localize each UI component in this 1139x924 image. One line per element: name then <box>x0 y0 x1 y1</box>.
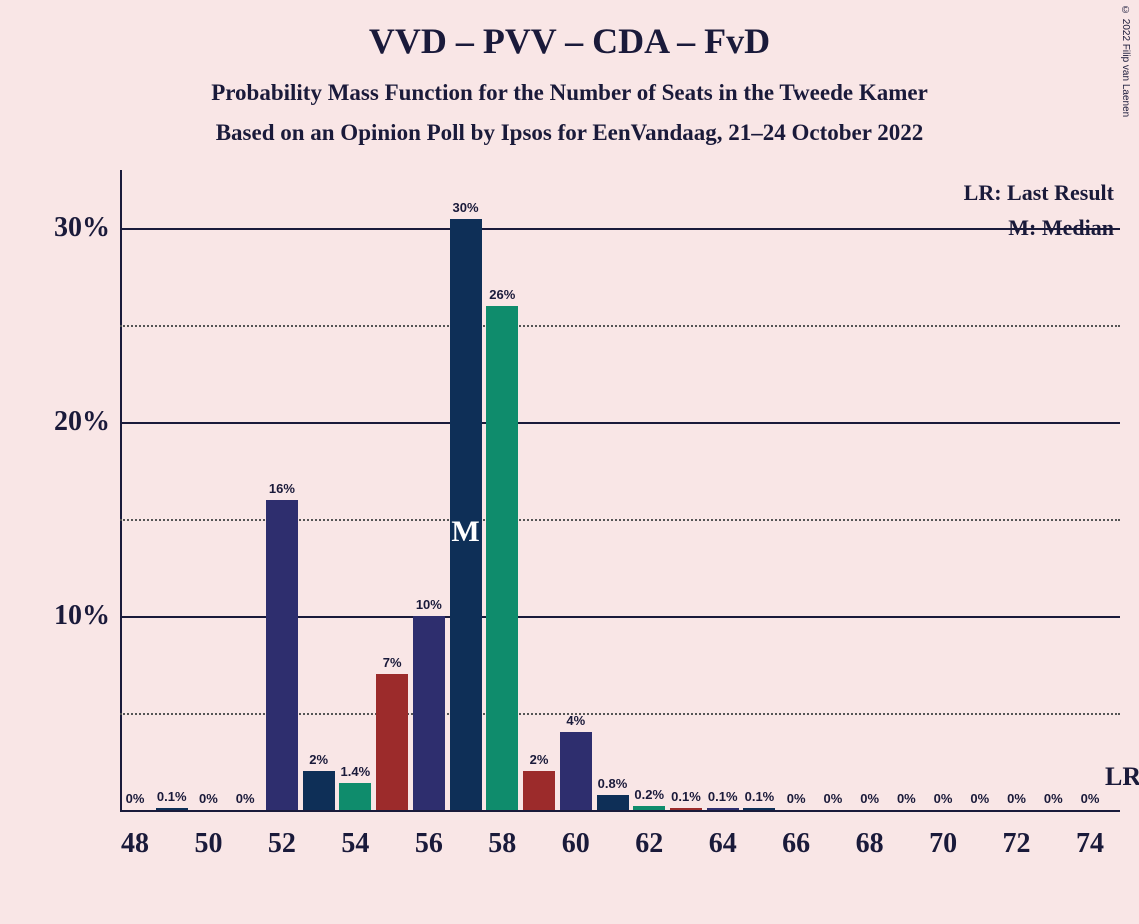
bar-value-label: 7% <box>383 655 402 670</box>
bar-value-label: 0.1% <box>671 789 701 804</box>
bar-value-label: 0.2% <box>634 787 664 802</box>
bar-value-label: 1.4% <box>341 764 371 779</box>
bar-value-label: 0% <box>1044 791 1063 806</box>
bars-container: 0% 0.1% 0% 0% 16% 2% 1.4% 7% 10% 30% M 26% 2% 4% 0.8% 0… <box>120 170 1120 810</box>
bar <box>486 306 518 810</box>
bar-value-label: 26% <box>489 287 515 302</box>
lr-marker: LR <box>1105 762 1139 792</box>
x-tick-label: 54 <box>341 828 369 860</box>
bar <box>413 616 445 810</box>
bar-value-label: 0% <box>787 791 806 806</box>
y-tick-label: 20% <box>54 406 110 438</box>
bar-value-label: 0% <box>126 791 145 806</box>
x-tick-label: 58 <box>488 828 516 860</box>
bar-value-label: 0% <box>199 791 218 806</box>
x-tick-label: 68 <box>856 828 884 860</box>
bar-value-label: 4% <box>566 713 585 728</box>
x-tick-label: 64 <box>709 828 737 860</box>
x-tick-label: 60 <box>562 828 590 860</box>
bar-value-label: 0% <box>823 791 842 806</box>
bar <box>523 771 555 810</box>
bar-value-label: 0.1% <box>745 789 775 804</box>
bar-value-label: 30% <box>453 200 479 215</box>
bar-value-label: 0% <box>1081 791 1100 806</box>
bar-value-label: 0% <box>897 791 916 806</box>
x-tick-label: 66 <box>782 828 810 860</box>
copyright-text: © 2022 Filip van Laenen <box>1120 5 1131 117</box>
bar-value-label: 0% <box>236 791 255 806</box>
bar <box>339 783 371 810</box>
bar-value-label: 2% <box>530 752 549 767</box>
x-tick-label: 50 <box>194 828 222 860</box>
chart-subtitle-2: Based on an Opinion Poll by Ipsos for Ee… <box>0 120 1139 146</box>
x-tick-label: 74 <box>1076 828 1104 860</box>
bar-value-label: 0% <box>1007 791 1026 806</box>
median-marker: M <box>451 515 479 549</box>
bar <box>597 795 629 811</box>
bar-value-label: 0.8% <box>598 776 628 791</box>
x-tick-label: 48 <box>121 828 149 860</box>
bar-value-label: 0% <box>860 791 879 806</box>
x-tick-label: 52 <box>268 828 296 860</box>
chart-title: VVD – PVV – CDA – FvD <box>0 0 1139 62</box>
x-tick-label: 62 <box>635 828 663 860</box>
bar-value-label: 2% <box>309 752 328 767</box>
y-tick-label: 10% <box>54 600 110 632</box>
bar <box>376 674 408 810</box>
chart-subtitle-1: Probability Mass Function for the Number… <box>0 80 1139 106</box>
bar <box>303 771 335 810</box>
bar-value-label: 0% <box>970 791 989 806</box>
x-axis <box>120 810 1120 812</box>
bar-value-label: 16% <box>269 481 295 496</box>
bar-value-label: 0% <box>934 791 953 806</box>
bar <box>266 500 298 810</box>
bar-value-label: 0.1% <box>157 789 187 804</box>
x-tick-label: 72 <box>1003 828 1031 860</box>
x-tick-label: 70 <box>929 828 957 860</box>
chart-plot-area: 30%20%10% 0%0.1%0%0%16%2%1.4%7%10%30%M26… <box>120 170 1120 810</box>
bar-value-label: 0.1% <box>708 789 738 804</box>
bar <box>560 732 592 810</box>
y-tick-label: 30% <box>54 212 110 244</box>
x-tick-label: 56 <box>415 828 443 860</box>
bar-value-label: 10% <box>416 597 442 612</box>
